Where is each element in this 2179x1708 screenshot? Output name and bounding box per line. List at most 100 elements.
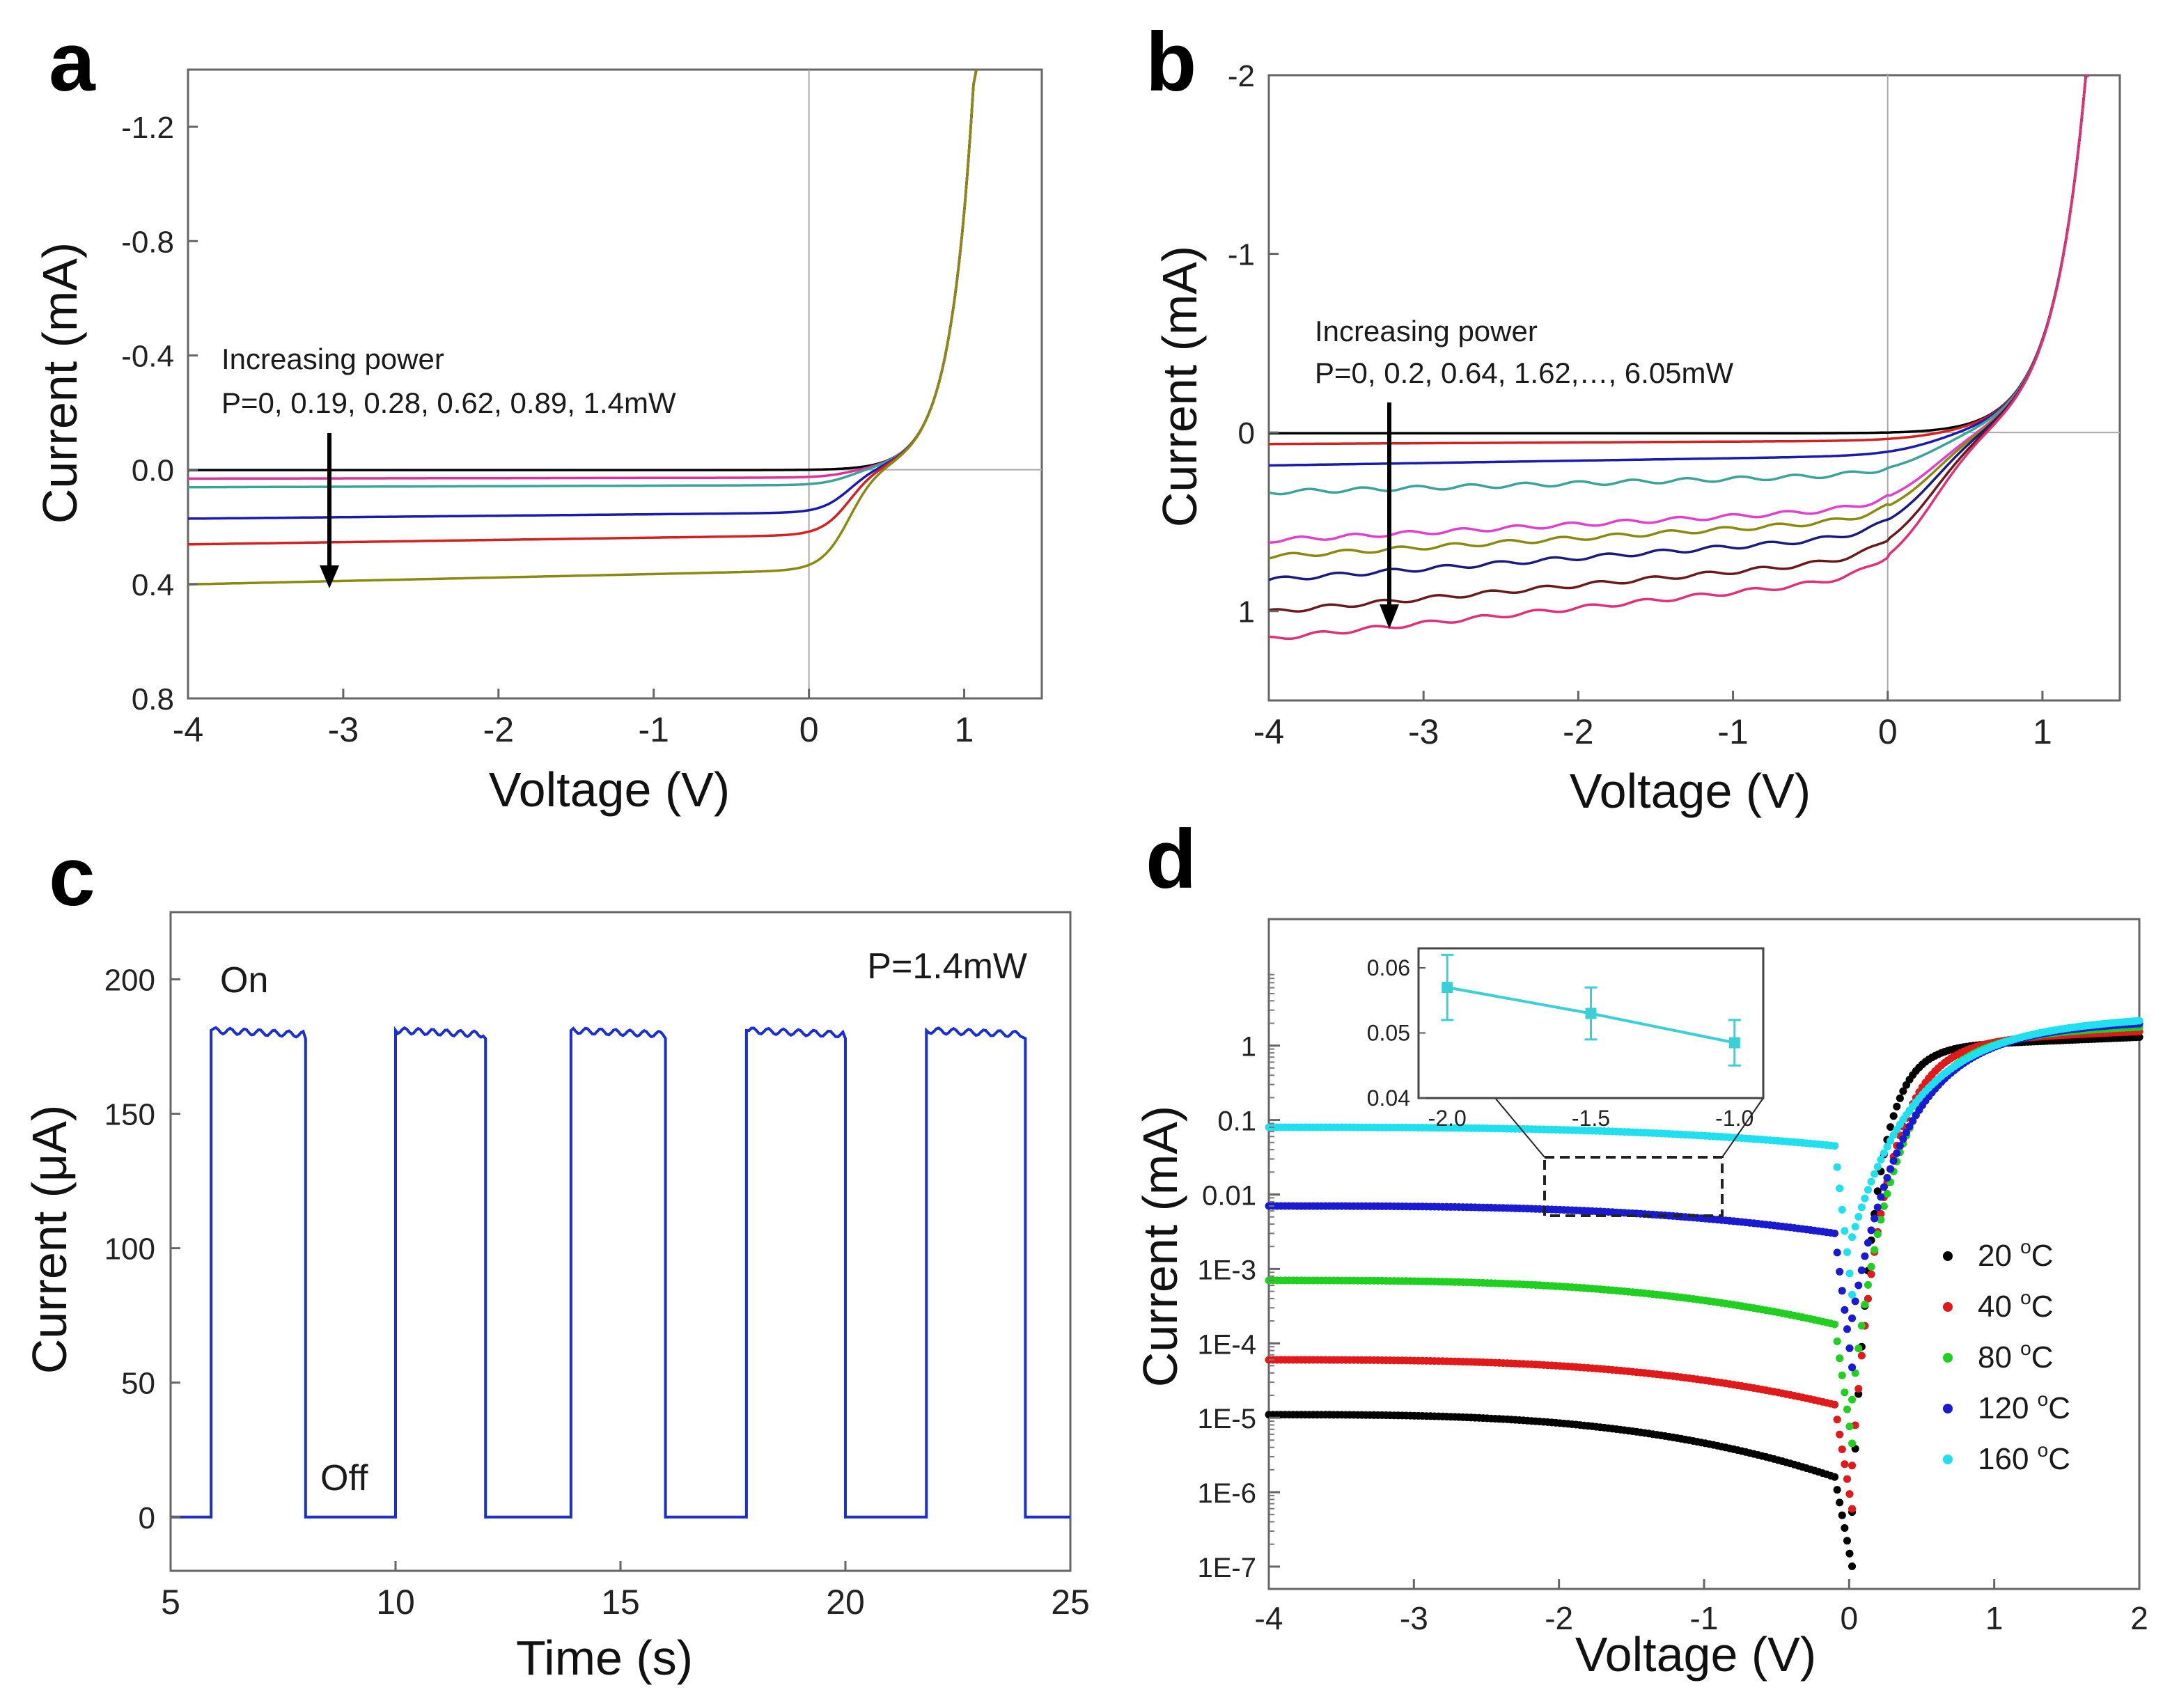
inset-x-tick-label: -2.0: [1428, 1106, 1467, 1131]
panel-d-legend: 20 oC 40 oC 80 oC 120 oC 160 oC: [1943, 1236, 2070, 1476]
y-tick-label: -0.4: [121, 339, 174, 373]
x-tick-label: -4: [173, 710, 203, 749]
y-tick-label: -1.2: [121, 111, 174, 145]
y-tick-label: 0: [139, 1501, 155, 1535]
y-tick-label: 0: [1238, 416, 1255, 450]
legend-label: 120 oC: [1978, 1388, 2070, 1425]
y-tick-label: 200: [104, 964, 155, 998]
panel-b-chart: -4 -3 -2 -1 0 1 -2 -1 0 1 Increasing power P=0, …: [1153, 59, 2121, 818]
y-tick-label: 50: [121, 1367, 155, 1401]
panel-a-annotation-1: Increasing power: [221, 343, 444, 375]
inset-y-tick-label: 0.06: [1367, 955, 1410, 980]
panel-c-power-label: P=1.4mW: [867, 946, 1027, 987]
legend-item-20: 20 oC: [1943, 1236, 2054, 1273]
legend-item-40: 40 oC: [1943, 1287, 2054, 1324]
x-tick-label: -4: [1255, 1600, 1283, 1636]
panel-b-annotation-2: P=0, 0.2, 0.64, 1.62,…, 6.05mW: [1315, 357, 1734, 389]
y-tick-label: -1: [1228, 238, 1255, 272]
x-tick-label: -1: [1717, 712, 1748, 751]
x-tick-label: 1: [2033, 712, 2052, 751]
x-tick-label: -3: [1408, 712, 1439, 751]
panel-a-label: a: [49, 15, 96, 109]
panel-d-xlabel: Voltage (V): [1575, 1627, 1816, 1682]
panel-d-chart: -4 -3 -2 -1 0 1 2 1 0.1 0.01 1E-3 1E-4 1E-5 1E-6 1E-7…: [1133, 918, 2148, 1682]
y-tick-label: 1: [1238, 595, 1255, 629]
iv-curve-7: [1268, 74, 2090, 581]
y-tick-label: 100: [104, 1232, 155, 1267]
iv-curve-3: [188, 69, 978, 489]
panel-a-ylabel: Current (mA): [33, 242, 87, 524]
iv-curve-3: [1268, 74, 2089, 467]
inset-point: [1585, 1008, 1597, 1019]
x-tick-label: 10: [376, 1583, 415, 1622]
legend-marker: [1943, 1251, 1953, 1261]
x-tick-label: -4: [1253, 712, 1284, 751]
x-tick-label: 0: [799, 710, 819, 749]
y-tick-label: 1E-4: [1198, 1329, 1257, 1360]
panel-a-annotation-2: P=0, 0.19, 0.28, 0.62, 0.89, 1.4mW: [221, 386, 676, 419]
y-tick-label: 1: [1241, 1032, 1256, 1063]
iv-curve-5: [1268, 74, 2090, 544]
x-tick-label: 25: [1051, 1583, 1090, 1622]
panel-a-chart: -4 -3 -2 -1 0 1 -1.2 -0.8 -0.4 0.0 0.4 0.8 Increas…: [33, 68, 1043, 817]
panel-c-label: c: [49, 830, 95, 923]
x-tick-label: 20: [826, 1583, 865, 1622]
inset-point: [1728, 1037, 1740, 1049]
x-tick-label: -3: [1400, 1600, 1428, 1636]
x-tick-label: -2: [1563, 712, 1593, 751]
panel-b-label: b: [1146, 15, 1196, 109]
x-tick-label: 1: [1985, 1600, 2004, 1636]
panel-d-zoom-connector-right: [1721, 1097, 1764, 1158]
x-tick-label: -1: [1690, 1600, 1719, 1636]
iv-curve-6: [1268, 74, 2090, 560]
legend-label: 160 oC: [1978, 1439, 2070, 1476]
panel-b-ylabel: Current (mA): [1153, 246, 1207, 527]
x-tick-label: 0: [1878, 712, 1898, 751]
y-tick-label: 0.4: [132, 568, 174, 602]
legend-item-80: 80 oC: [1943, 1338, 2054, 1374]
panel-b-frame: [1267, 74, 2121, 702]
inset-point: [1442, 982, 1453, 994]
panel-c-on-label: On: [220, 960, 268, 1001]
panel-b-arrowhead: [1380, 604, 1399, 629]
x-tick-label: -2: [1545, 1600, 1573, 1636]
y-tick-label: -2: [1228, 59, 1255, 93]
legend-marker: [1943, 1404, 1953, 1413]
panel-a-frame: [187, 68, 1043, 700]
iv-curve-8: [1268, 74, 2090, 613]
panel-d-inset: -2.0 -1.5 -1.0 0.04 0.05 0.06: [1367, 947, 1765, 1131]
y-tick-label: 0.8: [132, 682, 174, 716]
y-tick-label: 1E-6: [1198, 1478, 1257, 1509]
iv-curve-4: [187, 69, 978, 520]
y-tick-label: 0.0: [132, 454, 174, 488]
iv-curve-1: [1269, 74, 2089, 435]
panel-c-xlabel: Time (s): [516, 1631, 693, 1685]
legend-item-160: 160 oC: [1943, 1439, 2070, 1476]
panel-d-zoom-connector-left: [1494, 1097, 1545, 1158]
iv-curve-6: [187, 69, 978, 586]
panel-c-off-label: Off: [320, 1458, 368, 1498]
y-tick-label: 1E-3: [1198, 1255, 1257, 1285]
y-tick-label: 150: [104, 1098, 155, 1132]
panel-c-ylabel: Current (μA): [22, 1105, 77, 1374]
x-tick-label: 5: [161, 1583, 180, 1622]
legend-marker: [1943, 1302, 1953, 1312]
x-tick-label: -3: [328, 710, 359, 749]
photocurrent-trace: [171, 1026, 1070, 1519]
x-tick-label: -1: [638, 710, 669, 749]
y-tick-label: 1E-7: [1198, 1553, 1257, 1583]
iv-curve-2: [1269, 74, 2089, 446]
inset-y-tick-label: 0.04: [1367, 1086, 1410, 1111]
y-tick-label: 0.1: [1217, 1106, 1256, 1137]
panel-d-label: d: [1146, 813, 1196, 906]
x-tick-label: 1: [955, 710, 974, 749]
legend-marker: [1943, 1353, 1953, 1363]
panel-a-arrowhead: [320, 565, 339, 588]
iv-curve-9: [1268, 74, 2090, 641]
iv-curve-4: [1268, 74, 2089, 496]
panel-d-ylabel: Current (mA): [1133, 1106, 1187, 1387]
inset-x-tick-label: -1.0: [1715, 1106, 1754, 1131]
iv-curve-1: [188, 69, 978, 471]
x-tick-label: 15: [601, 1583, 640, 1622]
